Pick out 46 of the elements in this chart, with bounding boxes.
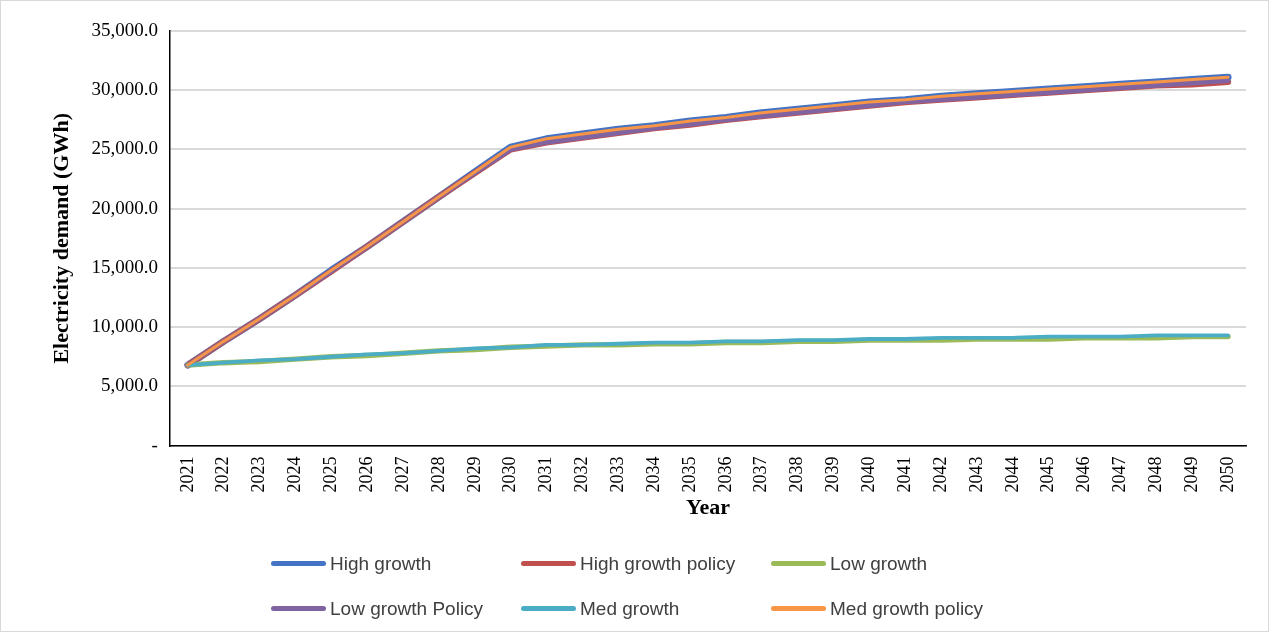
x-tick-label: 2028: [427, 456, 448, 493]
x-tick-label: 2048: [1145, 456, 1166, 493]
x-tick-label: 2049: [1180, 456, 1201, 493]
x-axis-title: Year: [685, 494, 731, 520]
legend-label: Low growth Policy: [330, 597, 484, 620]
x-tick-label: 2031: [535, 456, 556, 493]
y-tick-label: 30,000.0: [91, 78, 158, 100]
x-tick-label: 2043: [965, 456, 986, 493]
y-tick-label: 10,000.0: [91, 315, 158, 337]
y-tick-label: 20,000.0: [91, 196, 158, 218]
y-tick-label: 35,000.0: [91, 18, 158, 40]
y-axis-title: Electricity demand (GWh): [47, 113, 73, 364]
x-tick-label: 2032: [571, 456, 592, 493]
x-tick-label: 2046: [1073, 456, 1094, 493]
x-tick-label: 2027: [391, 456, 412, 493]
x-tick-label: 2021: [176, 456, 197, 493]
x-tick-label: 2029: [463, 456, 484, 493]
x-tick-label: 2038: [786, 456, 807, 493]
x-tick-label: 2039: [822, 456, 843, 493]
x-tick-label: 2040: [858, 456, 879, 493]
legend-label: High growth: [330, 552, 432, 575]
legend-label: Low growth: [830, 552, 928, 575]
x-tick-label: 2030: [499, 456, 520, 493]
x-tick-label: 2026: [355, 456, 376, 493]
y-tick-label: -: [151, 433, 158, 455]
x-tick-label: 2034: [642, 456, 663, 493]
y-tick-label: 25,000.0: [91, 137, 158, 159]
x-tick-label: 2045: [1037, 456, 1058, 493]
legend-label: High growth policy: [580, 552, 736, 575]
x-tick-label: 2042: [929, 456, 950, 493]
legend-label: Med growth policy: [830, 597, 984, 620]
x-tick-label: 2047: [1109, 456, 1130, 493]
x-tick-label: 2033: [607, 456, 628, 493]
x-tick-label: 2050: [1216, 456, 1237, 493]
x-tick-label: 2036: [714, 456, 735, 493]
x-tick-label: 2037: [750, 456, 771, 493]
y-tick-label: 5,000.0: [100, 374, 158, 396]
x-tick-label: 2025: [320, 456, 341, 493]
x-tick-label: 2024: [284, 456, 305, 493]
x-tick-label: 2035: [678, 456, 699, 493]
x-tick-label: 2044: [1001, 456, 1022, 493]
y-tick-label: 15,000.0: [91, 255, 158, 277]
x-tick-label: 2022: [212, 456, 233, 493]
x-tick-label: 2041: [893, 456, 914, 493]
x-tick-label: 2023: [248, 456, 269, 493]
legend-label: Med growth: [580, 597, 680, 620]
